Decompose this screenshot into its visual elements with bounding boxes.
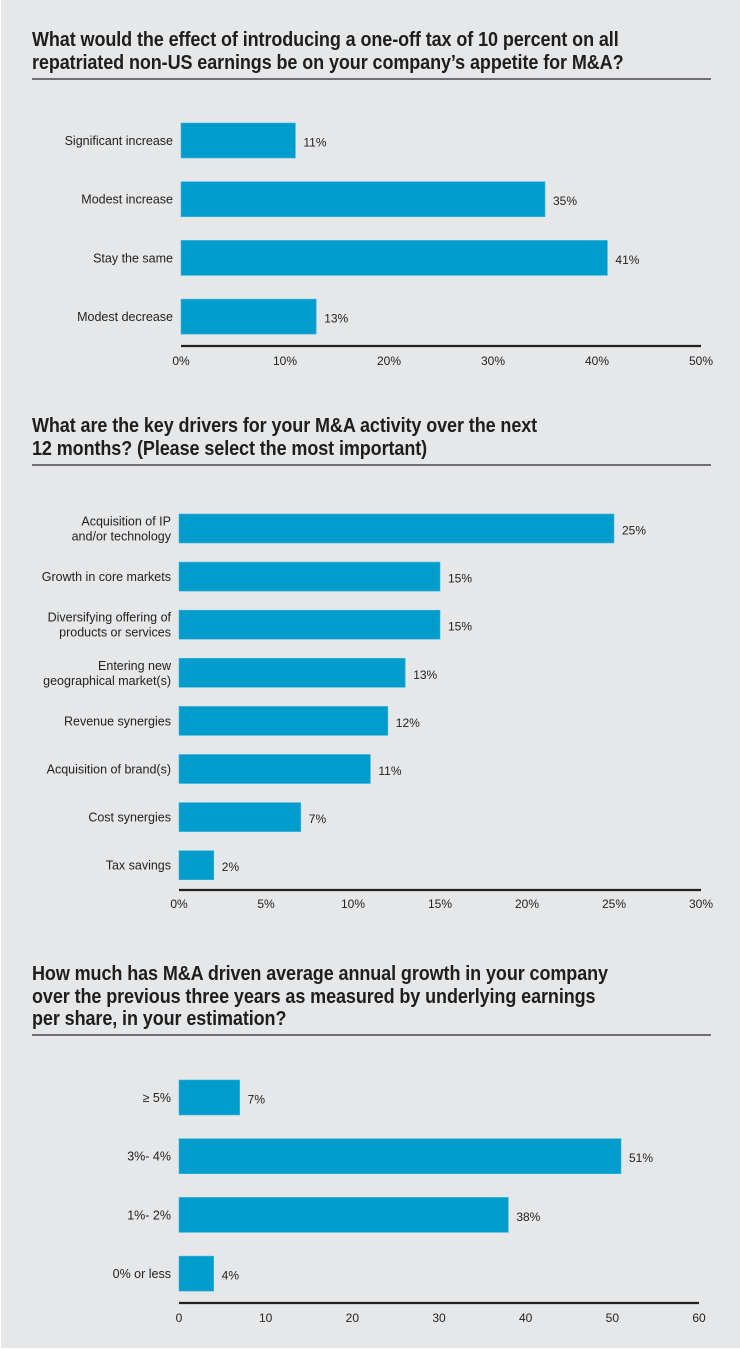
value-label-2: 15% [448,572,472,586]
category-label-1: Significant increase [65,134,173,148]
chart-1-title-rule [32,78,711,80]
bar-1 [180,122,296,159]
bar-1 [178,1079,240,1116]
x-tick-label-1: 0% [172,354,190,368]
bar-3 [180,240,608,276]
x-tick-label-4: 30% [481,354,505,368]
bar-3 [178,609,441,640]
bar-6 [178,754,371,784]
category-label-4: Modest decrease [77,310,173,324]
bar-5 [178,706,389,736]
bar-4 [178,658,406,688]
chart-2-key-ma-drivers: Acquisition of IP and/or technology 25% Gro… [42,513,713,911]
chart-2-title: What are the key drivers for your M&A ac… [32,415,538,460]
chart-1-title: What would the effect of introducing a o… [32,29,624,74]
x-tick-label-7: 60 [692,1311,706,1325]
value-label-4: 4% [222,1269,240,1283]
value-label-4: 13% [413,668,437,682]
value-label-1: 7% [248,1093,266,1107]
value-label-4: 13% [324,312,348,326]
x-tick-label-5: 40 [519,1311,533,1325]
value-label-3: 41% [615,253,639,267]
category-label-8: Tax savings [106,859,171,873]
value-label-1: 25% [622,524,646,538]
category-label-2: Growth in core markets [42,570,171,584]
bar-2 [180,181,546,217]
x-tick-label-2: 10 [259,1311,273,1325]
value-label-1: 11% [303,136,326,150]
chart-3-title: How much has M&A driven average annual g… [32,963,608,1030]
value-label-2: 35% [553,194,577,208]
x-tick-label-1: 0 [176,1311,183,1325]
value-label-6: 11% [378,764,401,778]
bar-4 [180,298,317,335]
chart-1-tax-effect-on-ma-appetite: Significant increase 11% Modest increase 35… [65,122,713,368]
category-label-4: 0% or less [113,1267,171,1281]
value-label-3: 15% [448,620,472,634]
value-label-2: 51% [629,1151,653,1165]
value-label-5: 12% [396,716,420,730]
x-tick-label-3: 10% [341,897,365,911]
chart-3-title-rule [32,1034,711,1036]
bar-1 [178,513,615,544]
value-label-8: 2% [222,860,240,874]
x-tick-label-6: 25% [602,897,626,911]
category-label-2: 3%- 4% [127,1150,171,1164]
x-tick-label-6: 50% [689,354,713,368]
category-label-3: Stay the same [93,251,173,265]
category-label-2: Modest increase [81,193,173,207]
category-label-1: Acquisition of IP and/or technology [72,515,172,544]
x-tick-label-3: 20% [377,354,401,368]
category-label-3: 1%- 2% [127,1208,171,1222]
value-label-7: 7% [309,812,327,826]
bar-8 [178,850,215,881]
x-tick-label-1: 0% [170,897,188,911]
bar-7 [178,802,302,832]
x-tick-label-7: 30% [689,897,713,911]
chart-3-ma-driven-eps-growth: ≥ 5% 7% 3%- 4% 51% 1%- 2% 38% 0% or less 4% 0 10 2… [113,1079,706,1325]
bar-4 [178,1255,214,1292]
x-tick-label-5: 40% [585,354,609,368]
category-label-3: Diversifying offering of products or serv… [48,611,172,640]
bar-2 [178,1138,622,1174]
x-tick-label-4: 15% [428,897,452,911]
x-tick-label-2: 5% [257,897,275,911]
x-tick-label-6: 50 [606,1311,620,1325]
category-label-6: Acquisition of brand(s) [47,763,171,777]
category-label-1: ≥ 5% [143,1091,171,1105]
bar-2 [178,561,441,592]
chart-2-title-rule [32,464,711,466]
category-label-4: Entering new geographical market(s) [43,659,172,688]
x-tick-label-4: 30 [432,1311,446,1325]
bar-3 [178,1197,509,1233]
value-label-3: 38% [516,1210,540,1224]
x-tick-label-5: 20% [515,897,539,911]
x-tick-label-3: 20 [346,1311,360,1325]
x-tick-label-2: 10% [273,354,297,368]
category-label-5: Revenue synergies [64,714,171,728]
category-label-7: Cost synergies [88,811,171,825]
